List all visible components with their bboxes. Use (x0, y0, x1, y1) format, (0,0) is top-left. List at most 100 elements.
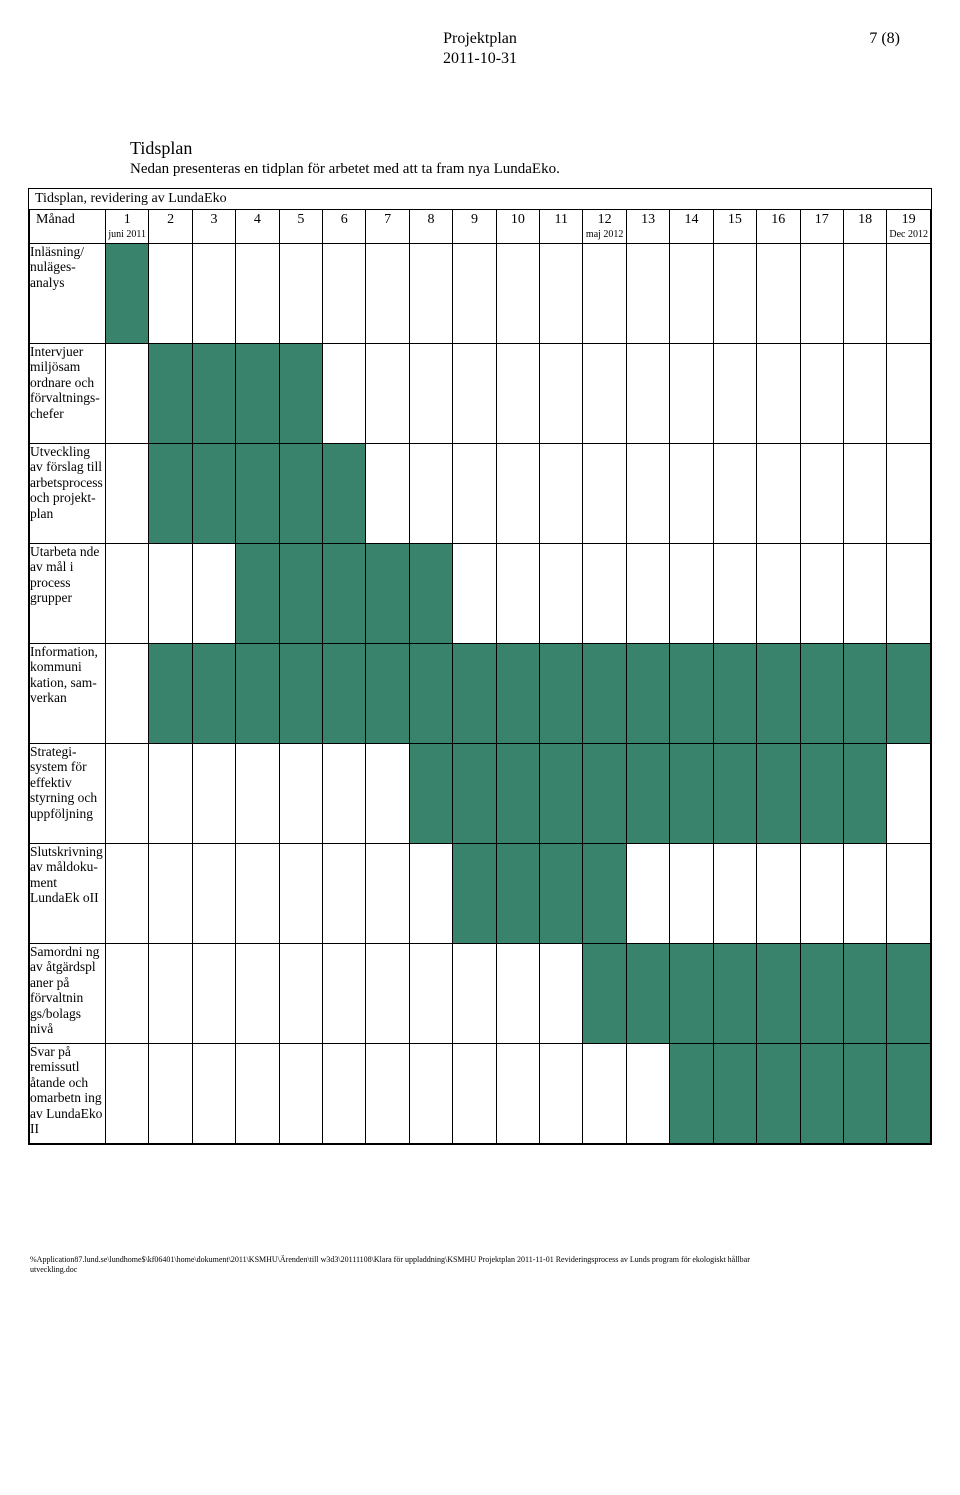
gantt-cell (626, 443, 669, 543)
page-number: 7 (8) (869, 30, 900, 48)
gantt-cell (409, 1043, 452, 1143)
gantt-cell (192, 343, 235, 443)
gantt-cell (409, 243, 452, 343)
gantt-cell (800, 343, 843, 443)
gantt-cell (323, 943, 366, 1043)
gantt-month-header: 8 (409, 210, 452, 244)
gantt-cell (106, 343, 149, 443)
gantt-month-header: 14 (670, 210, 713, 244)
gantt-cell (149, 243, 192, 343)
gantt-cell (236, 643, 279, 743)
gantt-cell (713, 1043, 756, 1143)
gantt-label-header: Månad (30, 210, 106, 244)
gantt-cell (366, 743, 409, 843)
month-number: 2 (167, 212, 174, 227)
gantt-cell (843, 343, 886, 443)
gantt-cell (366, 343, 409, 443)
gantt-cell (800, 843, 843, 943)
gantt-cell (540, 543, 583, 643)
month-number: 13 (641, 212, 655, 227)
gantt-cell (192, 843, 235, 943)
gantt-cell (409, 443, 452, 543)
gantt-cell (887, 443, 931, 543)
gantt-month-header: 4 (236, 210, 279, 244)
gantt-cell (496, 443, 539, 543)
gantt-row: Svar på remissutl åtande och omarbetn in… (30, 1043, 931, 1143)
gantt-row-label: Informa­tion, kommuni kation, sam­verkan (30, 643, 106, 743)
gantt-cell (583, 543, 626, 643)
gantt-cell (540, 743, 583, 843)
month-number: 8 (428, 212, 435, 227)
gantt-cell (192, 1043, 235, 1143)
gantt-cell (106, 443, 149, 543)
gantt-cell (670, 343, 713, 443)
gantt-cell (713, 843, 756, 943)
gantt-row: Informa­tion, kommuni kation, sam­verkan (30, 643, 931, 743)
gantt-cell (843, 543, 886, 643)
gantt-cell (670, 543, 713, 643)
page-date: 2011-10-31 (0, 50, 960, 68)
gantt-cell (279, 743, 322, 843)
gantt-cell (279, 543, 322, 643)
month-number: 15 (728, 212, 742, 227)
gantt-cell (279, 643, 322, 743)
gantt-cell (626, 543, 669, 643)
gantt-cell (626, 843, 669, 943)
gantt-cell (626, 643, 669, 743)
gantt-row-label: Inläsning/ nuläges­analys (30, 243, 106, 343)
gantt-cell (192, 943, 235, 1043)
gantt-cell (670, 243, 713, 343)
gantt-cell (323, 743, 366, 843)
gantt-cell (800, 743, 843, 843)
gantt-cell (279, 1043, 322, 1143)
gantt-cell (496, 743, 539, 843)
gantt-cell (713, 243, 756, 343)
gantt-cell (106, 643, 149, 743)
gantt-cell (626, 343, 669, 443)
gantt-cell (409, 843, 452, 943)
gantt-cell (843, 943, 886, 1043)
gantt-cell (887, 743, 931, 843)
month-number: 7 (384, 212, 391, 227)
gantt-cell (757, 543, 800, 643)
gantt-cell (540, 343, 583, 443)
gantt-cell (192, 543, 235, 643)
gantt-cell (583, 643, 626, 743)
gantt-row: Utveck­ling av förslag till arbets­proce… (30, 443, 931, 543)
gantt-cell (540, 1043, 583, 1143)
gantt-cell (106, 843, 149, 943)
gantt-cell (843, 443, 886, 543)
gantt-cell (626, 1043, 669, 1143)
gantt-cell (149, 943, 192, 1043)
gantt-cell (626, 943, 669, 1043)
gantt-cell (713, 743, 756, 843)
gantt-cell (192, 643, 235, 743)
gantt-cell (540, 643, 583, 743)
gantt-cell (453, 643, 496, 743)
gantt-chart: Tidsplan, revidering av LundaEko Månad1j… (28, 188, 932, 1145)
gantt-cell (757, 243, 800, 343)
gantt-cell (409, 543, 452, 643)
gantt-cell (887, 343, 931, 443)
gantt-cell (453, 743, 496, 843)
gantt-cell (496, 543, 539, 643)
gantt-cell (453, 943, 496, 1043)
gantt-month-header: 17 (800, 210, 843, 244)
gantt-cell (887, 1043, 931, 1143)
gantt-cell (149, 843, 192, 943)
gantt-cell (236, 943, 279, 1043)
gantt-cell (236, 443, 279, 543)
gantt-cell (757, 443, 800, 543)
month-sublabel: Dec 2012 (888, 229, 929, 241)
month-number: 19 (902, 212, 916, 227)
gantt-cell (149, 1043, 192, 1143)
gantt-month-header: 18 (843, 210, 886, 244)
gantt-cell (713, 943, 756, 1043)
gantt-cell (149, 543, 192, 643)
gantt-cell (323, 343, 366, 443)
gantt-cell (800, 1043, 843, 1143)
gantt-cell (149, 743, 192, 843)
gantt-cell (583, 843, 626, 943)
gantt-cell (757, 343, 800, 443)
gantt-cell (149, 643, 192, 743)
